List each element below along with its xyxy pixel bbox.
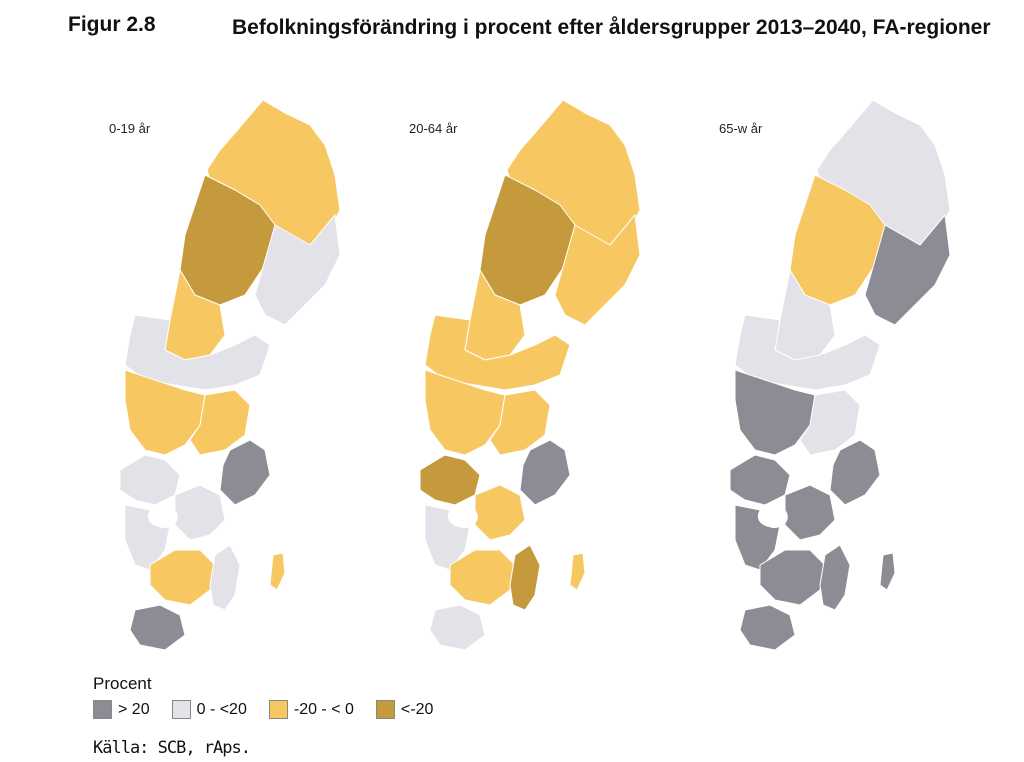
- lake-vanern: [447, 503, 478, 529]
- legend-label: > 20: [118, 700, 150, 718]
- region-gotland: [269, 552, 286, 591]
- region-central-west: [124, 369, 206, 456]
- region-skane: [129, 604, 186, 651]
- region-southwest-top: [119, 454, 181, 506]
- region-stockholm: [519, 439, 571, 506]
- legend-swatch: [93, 700, 112, 719]
- map-label: 0-19 år: [109, 121, 151, 136]
- map-label: 20-64 år: [409, 121, 458, 136]
- region-east-north: [864, 214, 951, 326]
- region-east-north: [554, 214, 641, 326]
- legend-item: -20 - < 0: [268, 700, 354, 719]
- region-north-inner: [789, 174, 886, 306]
- legend-item: 0 - <20: [171, 700, 247, 719]
- legend-items: > 20 0 - <20 -20 - < 0 <-20: [93, 700, 455, 719]
- region-skane: [739, 604, 796, 651]
- region-central: [489, 389, 551, 456]
- map-panel-65-w: 65-w år: [705, 95, 965, 660]
- legend-label: -20 - < 0: [293, 700, 354, 718]
- region-smaland: [759, 549, 826, 606]
- lake-vanern: [757, 503, 788, 529]
- legend-item: > 20: [93, 700, 150, 719]
- legend-label: 0 - <20: [196, 700, 247, 718]
- region-east-coast: [819, 544, 851, 611]
- region-stockholm: [829, 439, 881, 506]
- legend-label: <-20: [400, 700, 434, 718]
- region-mid: [734, 314, 881, 391]
- region-central-west: [734, 369, 816, 456]
- figure-title: Befolkningsförändring i procent efter ål…: [232, 16, 991, 39]
- region-south-mid: [784, 484, 836, 541]
- legend-item: <-20: [375, 700, 434, 719]
- region-north-inner: [179, 174, 276, 306]
- region-gotland: [879, 552, 896, 591]
- region-smaland: [449, 549, 516, 606]
- region-gotland: [569, 552, 586, 591]
- region-east-coast: [209, 544, 241, 611]
- map-label: 65-w år: [719, 121, 763, 136]
- sweden-map-0-19: [119, 99, 341, 651]
- source-note: Källa: SCB, rAps.: [93, 738, 251, 758]
- region-southwest-top: [729, 454, 791, 506]
- region-skane: [429, 604, 486, 651]
- region-central: [189, 389, 251, 456]
- legend-swatch: [171, 700, 191, 719]
- region-north-inner: [479, 174, 576, 306]
- legend-title: Procent: [93, 674, 152, 693]
- region-south-mid: [474, 484, 526, 541]
- region-central-west: [424, 369, 506, 456]
- map-panel-20-64: 20-64 år: [395, 95, 655, 660]
- region-central: [799, 389, 861, 456]
- region-mid: [124, 314, 271, 391]
- map-panel-0-19: 0-19 år: [95, 95, 355, 660]
- region-south-mid: [174, 484, 226, 541]
- legend-swatch: [268, 700, 288, 719]
- sweden-map-20-64: [419, 99, 641, 651]
- region-stockholm: [219, 439, 271, 506]
- legend: Procent > 20 0 - <20 -20 - < 0 <-20: [93, 674, 455, 719]
- region-east-north: [254, 214, 341, 326]
- lake-vanern: [147, 503, 178, 529]
- figure-number: Figur 2.8: [68, 13, 156, 36]
- region-east-coast: [509, 544, 541, 611]
- legend-swatch: [375, 700, 395, 719]
- sweden-map-65-w: [729, 99, 951, 651]
- region-southwest-top: [419, 454, 481, 506]
- region-smaland: [149, 549, 216, 606]
- region-mid: [424, 314, 571, 391]
- maps-container: 0-19 år 20-64 år: [95, 95, 975, 660]
